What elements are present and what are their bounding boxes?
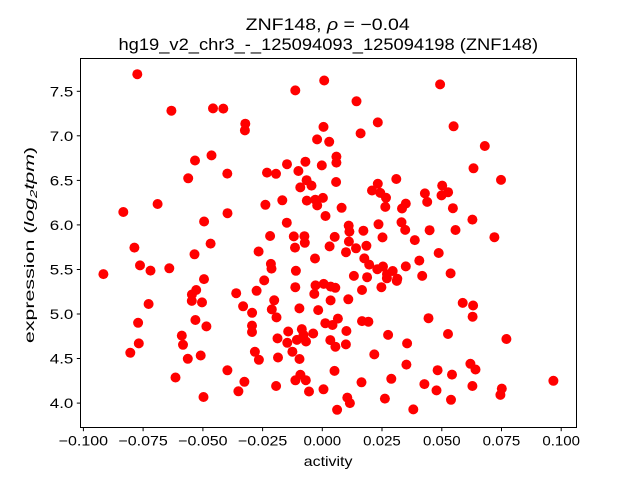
svg-text:5.0: 5.0	[50, 306, 74, 322]
svg-text:0.025: 0.025	[363, 432, 401, 448]
svg-text:6.0: 6.0	[50, 217, 74, 233]
svg-text:6.5: 6.5	[50, 172, 74, 188]
svg-text:7.0: 7.0	[50, 128, 74, 144]
svg-text:4.5: 4.5	[50, 351, 74, 367]
svg-text:−0.100: −0.100	[59, 432, 109, 448]
svg-text:hg19_v2_chr3_-_125094093_12509: hg19_v2_chr3_-_125094093_125094198 (ZNF1…	[119, 35, 539, 54]
svg-text:activity: activity	[304, 453, 353, 469]
svg-text:−0.075: −0.075	[118, 432, 168, 448]
svg-text:0.075: 0.075	[483, 432, 521, 448]
svg-text:7.5: 7.5	[50, 83, 74, 99]
svg-text:0.100: 0.100	[542, 432, 580, 448]
svg-text:−0.025: −0.025	[238, 432, 288, 448]
svg-text:ZNF148, ρ = −0.04: ZNF148, ρ = −0.04	[246, 15, 410, 34]
svg-text:−0.050: −0.050	[178, 432, 228, 448]
svg-text:0.000: 0.000	[304, 432, 342, 448]
svg-text:4.0: 4.0	[50, 395, 74, 411]
svg-text:0.050: 0.050	[423, 432, 461, 448]
svg-text:5.5: 5.5	[50, 262, 74, 278]
